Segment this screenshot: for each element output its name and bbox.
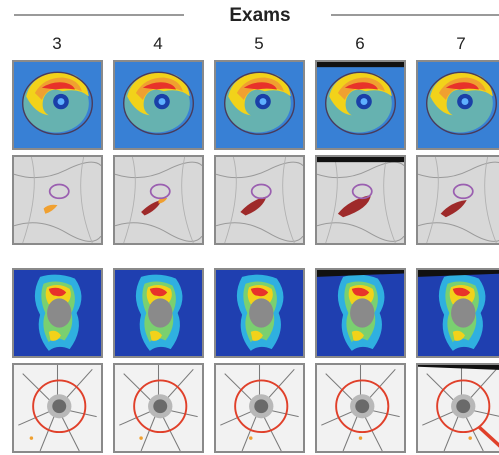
optic-disc-heatmap-image (416, 268, 499, 358)
header-line-right (331, 14, 499, 16)
optic-disc-heatmap-image (113, 268, 204, 358)
exam-column-label: 5 (254, 34, 264, 53)
exam-column-label: 4 (153, 34, 163, 53)
exam-column-label: 7 (456, 34, 466, 53)
optic-disc-heatmap-image (12, 268, 103, 358)
exam-column-label: 6 (355, 34, 365, 53)
macular-heatmap-image (416, 60, 499, 150)
optic-disc-fundus-image (113, 363, 204, 453)
macular-fundus-image (113, 155, 204, 245)
macular-fundus-image (416, 155, 499, 245)
optic-disc-heatmap-image (214, 268, 305, 358)
header-title: Exams (229, 5, 291, 26)
header-line-left (14, 14, 184, 16)
macular-heatmap-image (113, 60, 204, 150)
macular-fundus-image (315, 155, 406, 245)
macular-heatmap-image (214, 60, 305, 150)
macular-fundus-image (214, 155, 305, 245)
optic-disc-fundus-image (315, 363, 406, 453)
optic-disc-fundus-image (12, 363, 103, 453)
macular-heatmap-image (315, 60, 406, 150)
optic-disc-fundus-image (416, 363, 499, 453)
optic-disc-fundus-image (214, 363, 305, 453)
macular-heatmap-image (12, 60, 103, 150)
exam-column-label: 3 (52, 34, 62, 53)
macular-fundus-image (12, 155, 103, 245)
optic-disc-heatmap-image (315, 268, 406, 358)
